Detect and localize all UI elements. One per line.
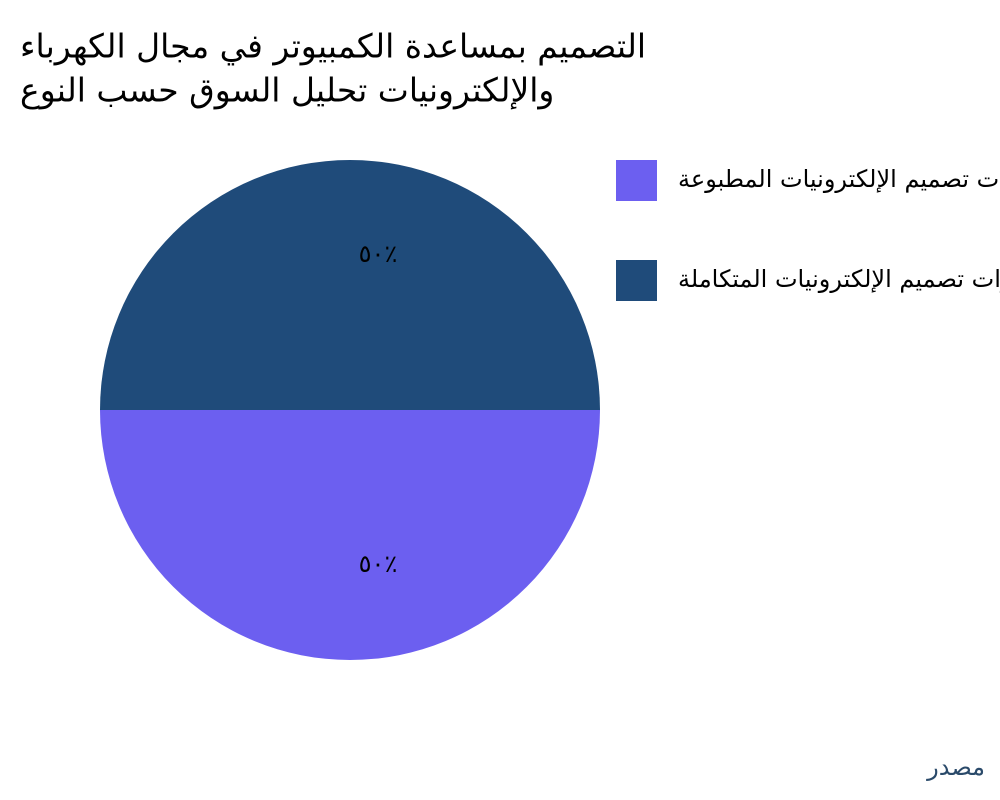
- chart-title: التصميم بمساعدة الكمبيوتر في مجال الكهرب…: [20, 27, 646, 66]
- slice-label: ٥٠٪: [359, 550, 398, 578]
- pie-slice: [100, 160, 600, 410]
- legend-swatch: [616, 160, 657, 201]
- legend-swatch: [616, 260, 657, 301]
- legend-label: أدوات تصميم الإلكترونيات المطبوعة: [678, 163, 1000, 193]
- chart-title: والإلكترونيات تحليل السوق حسب النوع: [20, 71, 554, 110]
- legend-label: أدوات تصميم الإلكترونيات المتكاملة: [678, 263, 1000, 293]
- pie-slice: [100, 410, 600, 660]
- footer: مصدر: [926, 753, 985, 781]
- slice-label: ٥٠٪: [359, 240, 398, 268]
